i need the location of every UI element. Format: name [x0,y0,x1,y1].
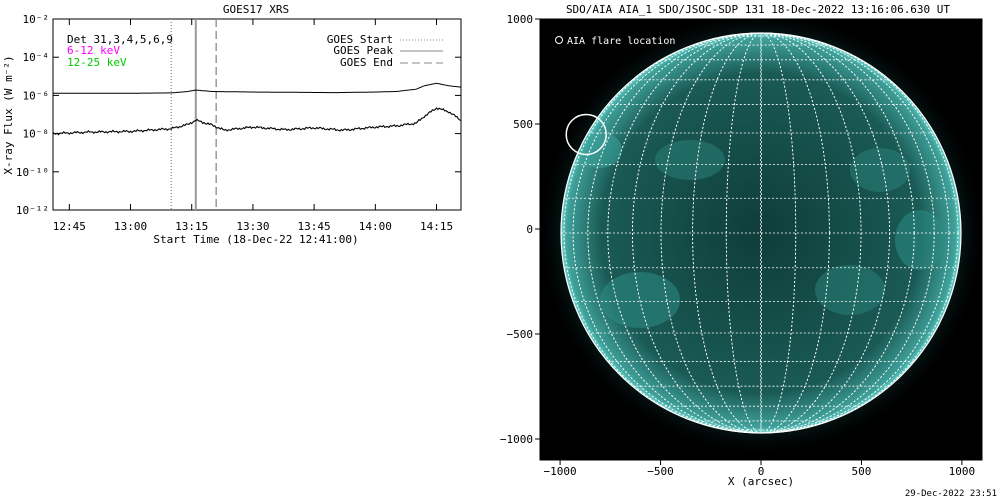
aia-x-label: X (arcsec) [728,475,794,488]
goes-y-tick-label: 10⁻⁶ [23,89,50,102]
timestamp: 29-Dec-2022 23:51 [905,489,997,499]
goes-y-tick-label: 10⁻¹⁰ [16,166,49,179]
goes-x-tick-label: 12:45 [53,220,86,233]
goes-series-short-channel [53,107,461,136]
goes-x-label: Start Time (18-Dec-22 12:41:00) [153,233,358,246]
aia-y-axis: 1000 500 0 −500 −1000 [500,13,540,446]
flare-legend-marker [555,36,563,44]
limb-outline [560,32,962,434]
aia-x-tick-label: 500 [852,465,872,478]
goes-x-tick-label: 13:45 [298,220,331,233]
goes-x-axis: 12:45 13:00 13:15 13:30 13:45 14:00 14:15 [53,19,453,233]
aia-title: SDO/AIA AIA_1 SDO/JSOC-SDP 131 18-Dec-20… [566,3,950,16]
goes-detector-labels: Det 31,3,4,5,6,9 6-12 keV 12-25 keV [67,33,173,69]
aia-y-tick-label: 500 [513,118,533,131]
energy-label-6-12: 6-12 keV [67,44,120,57]
disk-active-regions [578,132,945,328]
flare-location-circle [565,113,607,156]
goes-x-tick-label: 13:15 [175,220,208,233]
goes-x-tick-label: 14:15 [420,220,453,233]
grid-longitude-line [692,32,830,434]
goes-x-tick-label: 13:30 [236,220,269,233]
aia-x-axis: −1000 −500 0 500 1000 [544,460,976,478]
aia-x-tick-label: −500 [647,465,674,478]
legend-goes-start-label: GOES Start [327,33,393,46]
goes-series-long-channel [53,82,461,94]
goes-y-tick-label: 10⁻² [23,13,50,26]
aia-y-tick-label: 0 [526,223,533,236]
aia-y-tick-label: −1000 [500,433,533,446]
goes-y-tick-label: 10⁻⁴ [23,51,50,64]
aia-y-tick-label: 1000 [507,13,534,26]
aia-image [540,19,982,458]
aia-y-tick-label: −500 [507,328,534,341]
goes-series-group [53,82,461,136]
legend-goes-peak-label: GOES Peak [333,44,393,57]
aia-x-tick-label: 0 [758,465,765,478]
aia-x-tick-label: −1000 [544,465,577,478]
grid-longitude-line [563,32,959,434]
aia-x-tick-label: 1000 [949,465,976,478]
energy-label-12-25: 12-25 keV [67,56,127,69]
goes-x-tick-label: 14:00 [359,220,392,233]
goes-event-markers [170,19,217,210]
goes-legend: GOES Start GOES Peak GOES End [327,33,443,69]
goes-y-tick-label: 10⁻¹² [16,204,49,217]
goes-plot-frame [52,18,462,211]
grid-longitude-line [607,32,915,434]
goes-title: GOES17 XRS [223,3,289,16]
goes-y-tick-label: 10⁻⁸ [23,128,50,141]
goes-x-tick-label: 13:00 [114,220,147,233]
flare-legend-label: AIA flare location [567,36,675,47]
goes-y-axis: 10⁻² 10⁻⁴ 10⁻⁶ 10⁻⁸ 10⁻¹⁰ 10⁻¹² [16,13,461,217]
legend-goes-end-label: GOES End [340,56,393,69]
grid-longitude-line [660,32,862,434]
detector-label: Det 31,3,4,5,6,9 [67,33,173,46]
goes-y-label: X-ray Flux (W m⁻²) [2,55,15,174]
